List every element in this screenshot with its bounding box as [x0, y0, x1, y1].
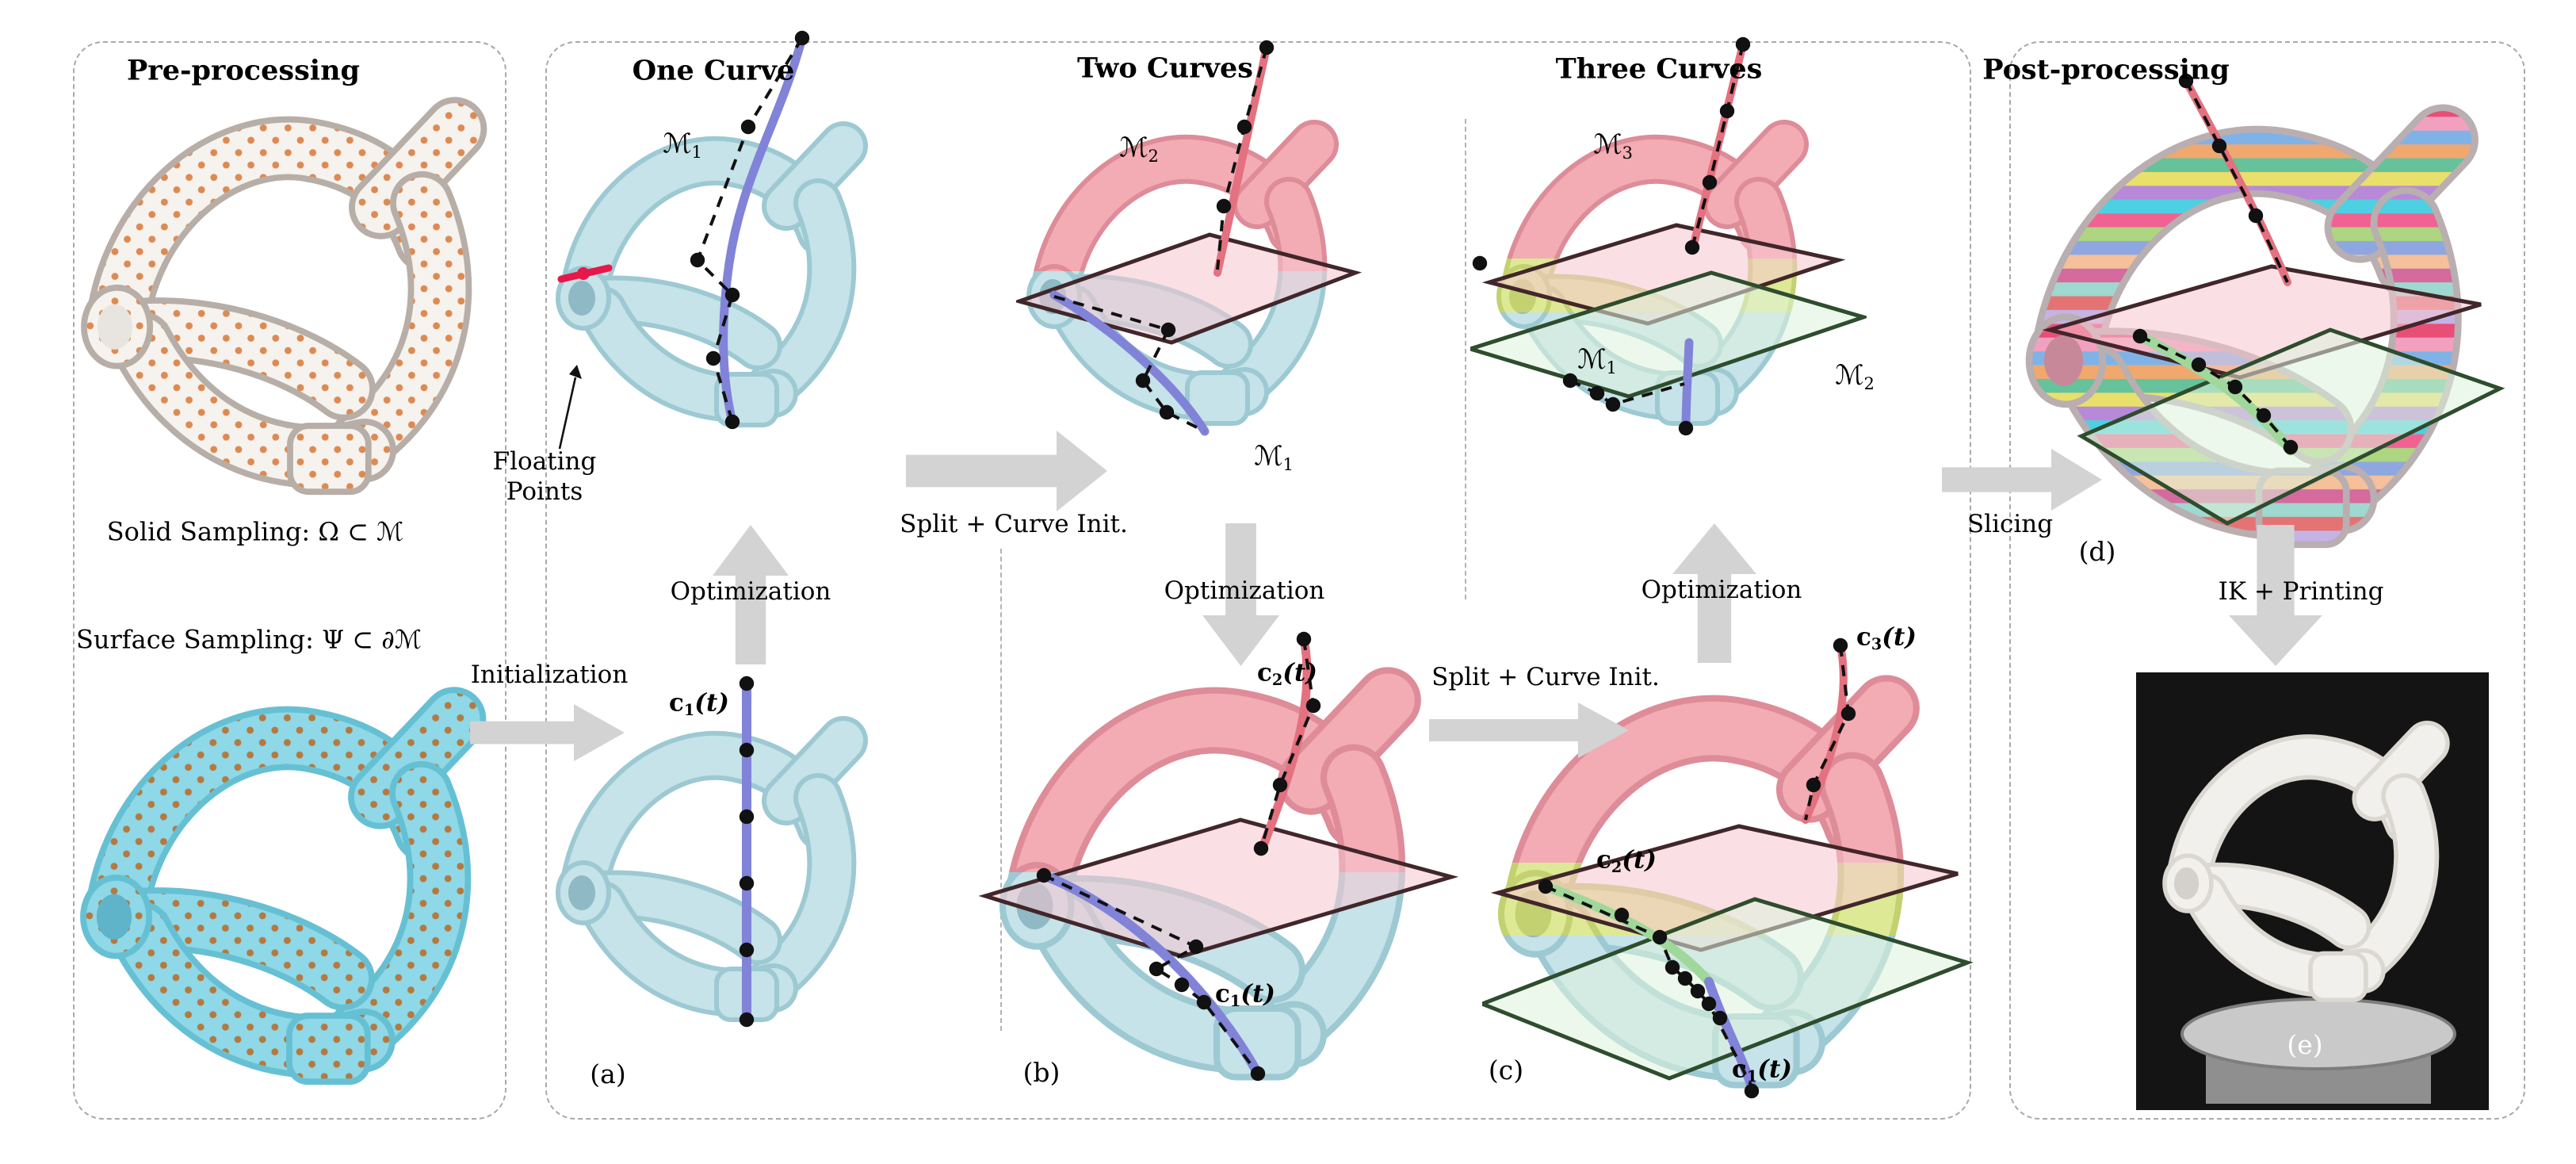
label-c3-three-curves: c3(t) — [1856, 622, 1917, 654]
photo-printed-result — [2136, 672, 2489, 1110]
arrow-ik-printing — [2229, 525, 2322, 669]
subfig-e: (e) — [2287, 1028, 2323, 1060]
arrow-initialization — [470, 704, 625, 764]
subfig-c: (c) — [1488, 1054, 1524, 1086]
title-three-curves: Three Curves — [1555, 52, 1763, 86]
label-c1-one-curve: c1(t) — [669, 688, 729, 720]
caption-surface-sampling: Surface Sampling: Ψ ⊂ ∂ℳ — [75, 624, 422, 655]
label-c2-three-curves: c2(t) — [1596, 845, 1657, 877]
subfig-a: (a) — [590, 1058, 626, 1089]
model-two-curves-optimized — [979, 611, 1466, 1086]
model-one-curve-optimized — [545, 25, 904, 517]
panel-main-stages — [545, 41, 1971, 1120]
label-optimization-three: Optimization — [1641, 576, 1802, 605]
model-one-curve-initialized — [548, 652, 901, 1084]
model-two-curves-split-init — [1016, 32, 1365, 523]
label-m1-two-curves: ℳ1 — [1254, 440, 1294, 474]
label-floating-points: Floating Points — [492, 447, 597, 506]
label-split-init-1: Split + Curve Init. — [900, 510, 1128, 539]
label-c1-three-curves: c1(t) — [1732, 1055, 1792, 1086]
label-slicing: Slicing — [1966, 510, 2054, 539]
divider-one-two — [1000, 549, 1002, 1031]
arrow-optimization-one — [713, 525, 789, 668]
arrow-optimization-two — [1202, 523, 1279, 669]
model-surface-sampling-cyan — [75, 678, 507, 1110]
model-three-curves-split-init — [1482, 626, 1974, 1102]
arrow-optimization-three — [1672, 523, 1756, 666]
model-three-curves-optimized — [1470, 32, 1867, 531]
arrow-split-curve-init-1 — [906, 431, 1107, 515]
label-m1-three-curves: ℳ1 — [1577, 343, 1617, 377]
title-two-curves: Two Curves — [1077, 52, 1253, 85]
label-optimization-two: Optimization — [1164, 576, 1325, 606]
label-ik-printing: IK + Printing — [2218, 577, 2384, 607]
label-split-init-2: Split + Curve Init. — [1431, 663, 1660, 692]
caption-solid-sampling: Solid Sampling: Ω ⊂ ℳ — [106, 516, 404, 547]
divider-two-three — [1465, 119, 1466, 599]
label-m2-two-curves: ℳ2 — [1119, 132, 1159, 166]
label-optimization-one: Optimization — [670, 577, 831, 607]
arrow-slicing — [1942, 449, 2102, 514]
label-c1-two-curves: c1(t) — [1215, 979, 1275, 1011]
label-c2-two-curves: c2(t) — [1257, 658, 1317, 690]
subfig-b: (b) — [1022, 1056, 1061, 1088]
title-postprocessing: Post-processing — [1982, 53, 2230, 86]
model-solid-sampling-wireframe — [71, 83, 507, 523]
label-m1-one-curve: ℳ1 — [663, 128, 702, 162]
label-m2-three-curves: ℳ2 — [1835, 359, 1875, 393]
label-initialization: Initialization — [470, 660, 629, 690]
panel-preprocessing — [73, 41, 506, 1120]
model-sliced-layers — [2005, 63, 2513, 563]
floating-points-pointer-icon — [558, 365, 582, 450]
label-m3-three-curves: ℳ3 — [1593, 128, 1633, 163]
panel-postprocessing — [2009, 41, 2525, 1120]
title-preprocessing: Pre-processing — [126, 54, 361, 87]
arrow-split-curve-init-2 — [1429, 703, 1629, 761]
title-one-curve: One Curve — [632, 54, 795, 87]
subfig-d: (d) — [2078, 535, 2116, 567]
